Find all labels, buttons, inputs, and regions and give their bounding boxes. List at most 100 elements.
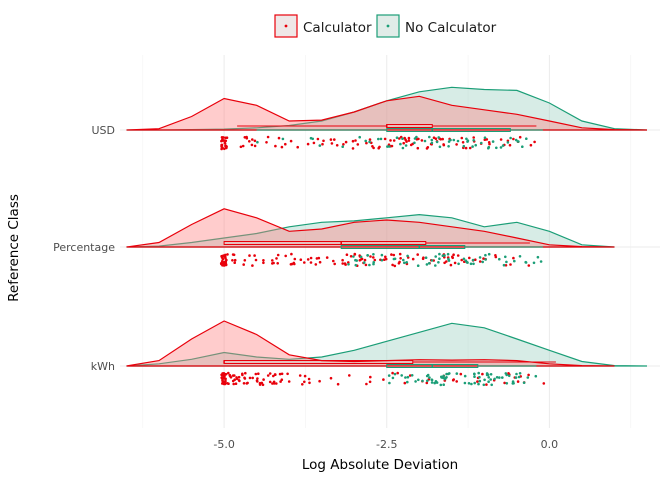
- raw-point: [353, 252, 357, 256]
- raw-point: [391, 371, 394, 375]
- raw-point: [430, 141, 434, 145]
- raw-point: [261, 383, 265, 387]
- raw-point: [329, 138, 333, 141]
- raw-point: [438, 257, 441, 261]
- raw-point: [430, 138, 434, 142]
- raw-point: [532, 261, 536, 265]
- raw-point: [372, 262, 375, 266]
- raw-point: [512, 137, 515, 141]
- raw-point: [472, 139, 476, 142]
- raw-point: [254, 372, 258, 376]
- raw-point: [358, 135, 362, 139]
- raw-point: [317, 256, 321, 260]
- raw-point: [366, 254, 370, 257]
- raw-point: [262, 261, 265, 265]
- raw-point: [279, 380, 282, 383]
- raw-point: [447, 140, 451, 143]
- raw-point: [241, 372, 244, 376]
- raw-point: [428, 135, 431, 139]
- raw-point: [398, 252, 402, 256]
- raw-point: [306, 258, 310, 261]
- raw-point: [518, 254, 522, 258]
- raw-point: [225, 258, 228, 262]
- raw-point: [372, 146, 375, 150]
- raw-point: [219, 262, 223, 265]
- raw-point: [265, 141, 268, 144]
- raw-point: [290, 252, 293, 256]
- raw-point: [281, 137, 285, 141]
- raw-point: [223, 147, 226, 151]
- raw-point: [440, 375, 443, 379]
- raw-point: [275, 257, 278, 260]
- raw-point: [262, 259, 265, 262]
- raw-point: [341, 262, 345, 265]
- raw-point: [233, 258, 237, 262]
- raw-point: [233, 378, 236, 382]
- raw-point: [457, 262, 460, 266]
- boxplots: [223, 124, 556, 368]
- raw-point: [336, 382, 340, 386]
- y-tick-label: kWh: [91, 360, 115, 373]
- raw-point: [400, 374, 404, 377]
- y-tick-labels: USD Percentage kWh: [53, 124, 115, 373]
- raw-point: [401, 137, 404, 140]
- raw-point: [441, 137, 445, 141]
- raw-point: [455, 143, 458, 146]
- raw-point: [284, 254, 288, 258]
- raw-point: [316, 137, 320, 141]
- raw-point: [333, 138, 336, 141]
- raw-point: [253, 139, 257, 143]
- raw-point: [430, 381, 434, 384]
- raw-point: [396, 371, 400, 375]
- raw-point: [456, 139, 460, 143]
- raw-point: [513, 259, 516, 263]
- x-axis-title: Log Absolute Deviation: [302, 457, 458, 473]
- raw-point: [391, 376, 395, 380]
- raw-points: [219, 135, 546, 387]
- raw-point: [529, 143, 533, 147]
- raw-point: [293, 257, 297, 261]
- raw-point: [303, 380, 306, 384]
- legend: Calculator No Calculator: [274, 14, 497, 38]
- raw-point: [442, 143, 445, 146]
- raw-point: [465, 260, 469, 264]
- raw-point: [289, 139, 293, 143]
- raw-point: [342, 143, 345, 146]
- raw-point: [386, 145, 389, 148]
- raw-point: [356, 143, 360, 146]
- raw-point: [468, 256, 471, 260]
- raw-point: [503, 381, 506, 385]
- raw-point: [483, 378, 486, 382]
- raw-point: [460, 258, 464, 262]
- raw-point: [399, 257, 402, 260]
- x-tick-labels: -5.0 -2.5 0.0: [213, 438, 558, 451]
- legend-label-calculator: Calculator: [303, 20, 372, 36]
- raw-point: [472, 262, 475, 266]
- raw-point: [379, 137, 383, 141]
- raw-point: [422, 256, 425, 260]
- raw-point: [471, 145, 474, 148]
- raw-point: [455, 380, 459, 383]
- raw-point: [383, 137, 387, 141]
- raw-point: [382, 378, 385, 381]
- raw-point: [525, 137, 528, 140]
- raw-point: [392, 139, 396, 142]
- raw-point: [251, 138, 254, 141]
- raw-point: [443, 254, 446, 257]
- raw-point: [231, 253, 235, 256]
- raw-point: [322, 139, 325, 143]
- raw-point: [449, 263, 453, 267]
- raw-point: [248, 376, 252, 380]
- raw-point: [221, 257, 225, 261]
- raw-point: [243, 136, 247, 139]
- density-clouds: [126, 86, 648, 367]
- raw-point: [425, 381, 429, 385]
- density-calculator-usd: [126, 95, 648, 131]
- raw-point: [477, 382, 480, 386]
- raw-point: [517, 140, 520, 143]
- raw-point: [307, 377, 311, 381]
- raw-point: [314, 263, 318, 266]
- raw-point: [481, 260, 485, 264]
- raw-point: [253, 254, 256, 257]
- raw-point: [389, 139, 392, 142]
